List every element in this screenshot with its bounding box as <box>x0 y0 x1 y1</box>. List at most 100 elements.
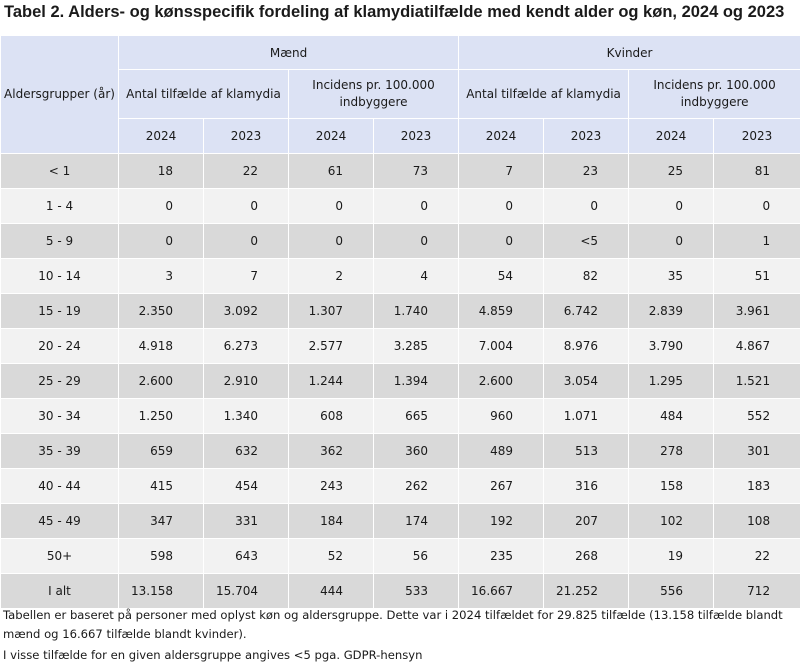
value-cell: 960 <box>458 398 545 434</box>
age-group-cell: 30 - 34 <box>0 398 119 434</box>
value-cell: 4 <box>372 258 460 294</box>
men-header: Mænd <box>117 35 460 70</box>
table-row: 50+ 598 643 52 56 235 268 19 22 <box>0 538 800 574</box>
value-cell: 81 <box>713 153 800 189</box>
value-cell: <5 <box>543 223 630 259</box>
value-cell: 1.071 <box>543 398 630 434</box>
value-cell: 268 <box>543 538 630 574</box>
value-cell: 608 <box>288 398 374 434</box>
value-cell: 1.250 <box>118 398 204 434</box>
value-cell: 3.054 <box>543 363 630 399</box>
table-title: Tabel 2. Alders- og kønsspecifik fordeli… <box>4 3 785 21</box>
age-group-cell: < 1 <box>0 153 119 189</box>
value-cell: 16.667 <box>458 573 545 609</box>
value-cell: 21.252 <box>543 573 630 609</box>
value-cell: 52 <box>288 538 374 574</box>
value-cell: 2.577 <box>288 328 374 364</box>
value-cell: 0 <box>458 188 545 224</box>
value-cell: 23 <box>543 153 630 189</box>
value-cell: 3.092 <box>203 293 289 329</box>
value-cell: 158 <box>628 468 715 504</box>
men-cases-header: Antal tilfælde af klamydia <box>118 69 289 119</box>
value-cell: 0 <box>628 188 715 224</box>
value-cell: 316 <box>543 468 630 504</box>
year-header: 2024 <box>458 118 545 154</box>
value-cell: 2.600 <box>118 363 204 399</box>
value-cell: 4.867 <box>713 328 800 364</box>
value-cell: 13.158 <box>118 573 204 609</box>
year-header: 2023 <box>203 118 289 154</box>
age-group-cell: 45 - 49 <box>0 503 119 539</box>
age-group-cell: 20 - 24 <box>0 328 119 364</box>
value-cell: 183 <box>713 468 800 504</box>
age-group-cell: 35 - 39 <box>0 433 119 469</box>
table-row: 5 - 9 0 0 0 0 0 <5 0 1 <box>0 223 800 259</box>
footnote: Tabellen er baseret på personer med oply… <box>3 608 783 641</box>
value-cell: 8.976 <box>543 328 630 364</box>
value-cell: 35 <box>628 258 715 294</box>
women-cases-header: Antal tilfælde af klamydia <box>458 69 630 119</box>
value-cell: 19 <box>628 538 715 574</box>
value-cell: 7.004 <box>458 328 545 364</box>
table-row: 10 - 14 3 7 2 4 54 82 35 51 <box>0 258 800 294</box>
value-cell: 1.521 <box>713 363 800 399</box>
year-header: 2024 <box>288 118 374 154</box>
age-group-cell: 25 - 29 <box>0 363 119 399</box>
value-cell: 415 <box>118 468 204 504</box>
value-cell: 18 <box>118 153 204 189</box>
value-cell: 4.859 <box>458 293 545 329</box>
value-cell: 1.307 <box>288 293 374 329</box>
value-cell: 108 <box>713 503 800 539</box>
age-group-cell: 10 - 14 <box>0 258 119 294</box>
age-group-header: Aldersgrupper (år) <box>0 35 119 154</box>
women-header: Kvinder <box>458 35 800 70</box>
value-cell: 1.740 <box>372 293 460 329</box>
value-cell: 533 <box>372 573 460 609</box>
value-cell: 207 <box>543 503 630 539</box>
table-row: 40 - 44 415 454 243 262 267 316 158 183 <box>0 468 800 504</box>
year-header: 2023 <box>543 118 630 154</box>
value-cell: 184 <box>288 503 374 539</box>
table-row: 25 - 29 2.600 2.910 1.244 1.394 2.600 3.054 1.2… <box>0 363 800 399</box>
value-cell: 262 <box>372 468 460 504</box>
value-cell: 0 <box>288 188 374 224</box>
value-cell: 54 <box>458 258 545 294</box>
age-group-cell: 50+ <box>0 538 119 574</box>
age-group-cell: 5 - 9 <box>0 223 119 259</box>
value-cell: 174 <box>372 503 460 539</box>
men-incidence-header: Incidens pr. 100.000 indbyggere <box>287 69 460 119</box>
table-row: 45 - 49 347 331 184 174 192 207 102 108 <box>0 503 800 539</box>
year-header: 2024 <box>628 118 715 154</box>
age-group-cell: 40 - 44 <box>0 468 119 504</box>
value-cell: 278 <box>628 433 715 469</box>
value-cell: 3.961 <box>713 293 800 329</box>
value-cell: 235 <box>458 538 545 574</box>
value-cell: 0 <box>372 223 460 259</box>
value-cell: 22 <box>203 153 289 189</box>
value-cell: 632 <box>203 433 289 469</box>
footnote: I visse tilfælde for en given aldersgrup… <box>3 648 423 662</box>
value-cell: 1.340 <box>203 398 289 434</box>
value-cell: 0 <box>543 188 630 224</box>
age-group-cell: I alt <box>0 573 119 609</box>
value-cell: 56 <box>372 538 460 574</box>
value-cell: 7 <box>458 153 545 189</box>
value-cell: 2.910 <box>203 363 289 399</box>
value-cell: 2.839 <box>628 293 715 329</box>
value-cell: 712 <box>713 573 800 609</box>
table-row: < 1 18 22 61 73 7 23 25 81 <box>0 153 800 189</box>
value-cell: 347 <box>118 503 204 539</box>
value-cell: 362 <box>288 433 374 469</box>
value-cell: 0 <box>628 223 715 259</box>
data-table: Aldersgrupper (år) Mænd Kvinder Antal ti… <box>0 35 800 609</box>
year-header: 2024 <box>118 118 204 154</box>
value-cell: 3 <box>118 258 204 294</box>
value-cell: 6.742 <box>543 293 630 329</box>
women-incidence-header: Incidens pr. 100.000 indbyggere <box>628 69 800 119</box>
value-cell: 2 <box>288 258 374 294</box>
value-cell: 0 <box>372 188 460 224</box>
table-row: I alt 13.158 15.704 444 533 16.667 21.252 556 71… <box>0 573 800 609</box>
value-cell: 73 <box>372 153 460 189</box>
value-cell: 1.295 <box>628 363 715 399</box>
